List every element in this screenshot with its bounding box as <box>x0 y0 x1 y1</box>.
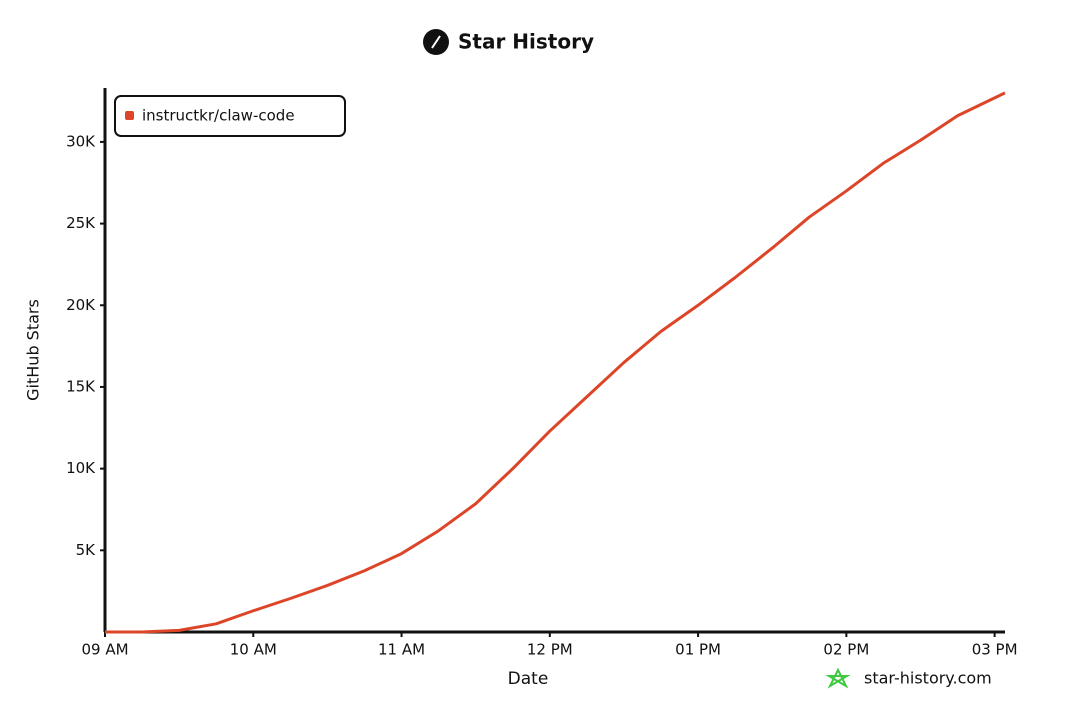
x-tick-label: 01 PM <box>675 641 721 659</box>
watermark-icon <box>825 667 851 689</box>
x-tick-label: 11 AM <box>378 641 425 659</box>
x-tick-label: 10 AM <box>230 641 277 659</box>
y-axis-label: GitHub Stars <box>24 299 43 401</box>
legend-swatch <box>125 111 134 120</box>
x-axis-label: Date <box>508 669 549 689</box>
y-tick-label: 10K <box>66 459 96 477</box>
y-tick-label: 30K <box>66 132 96 150</box>
y-tick-label: 20K <box>66 296 96 314</box>
watermark: star-history.com <box>864 669 992 688</box>
chart-title: Star History <box>458 30 594 54</box>
y-tick-label: 15K <box>66 377 96 395</box>
legend-label: instructkr/claw-code <box>142 107 295 125</box>
x-tick-label: 09 AM <box>81 641 128 659</box>
y-tick-label: 5K <box>76 541 97 559</box>
title-icon-stroke <box>431 35 441 49</box>
series-line <box>105 91 1006 634</box>
legend-box <box>114 95 346 137</box>
x-tick-label: 02 PM <box>823 641 869 659</box>
x-tick-label: 03 PM <box>972 641 1018 659</box>
x-tick-label: 12 PM <box>527 641 573 659</box>
y-tick-label: 25K <box>66 214 96 232</box>
